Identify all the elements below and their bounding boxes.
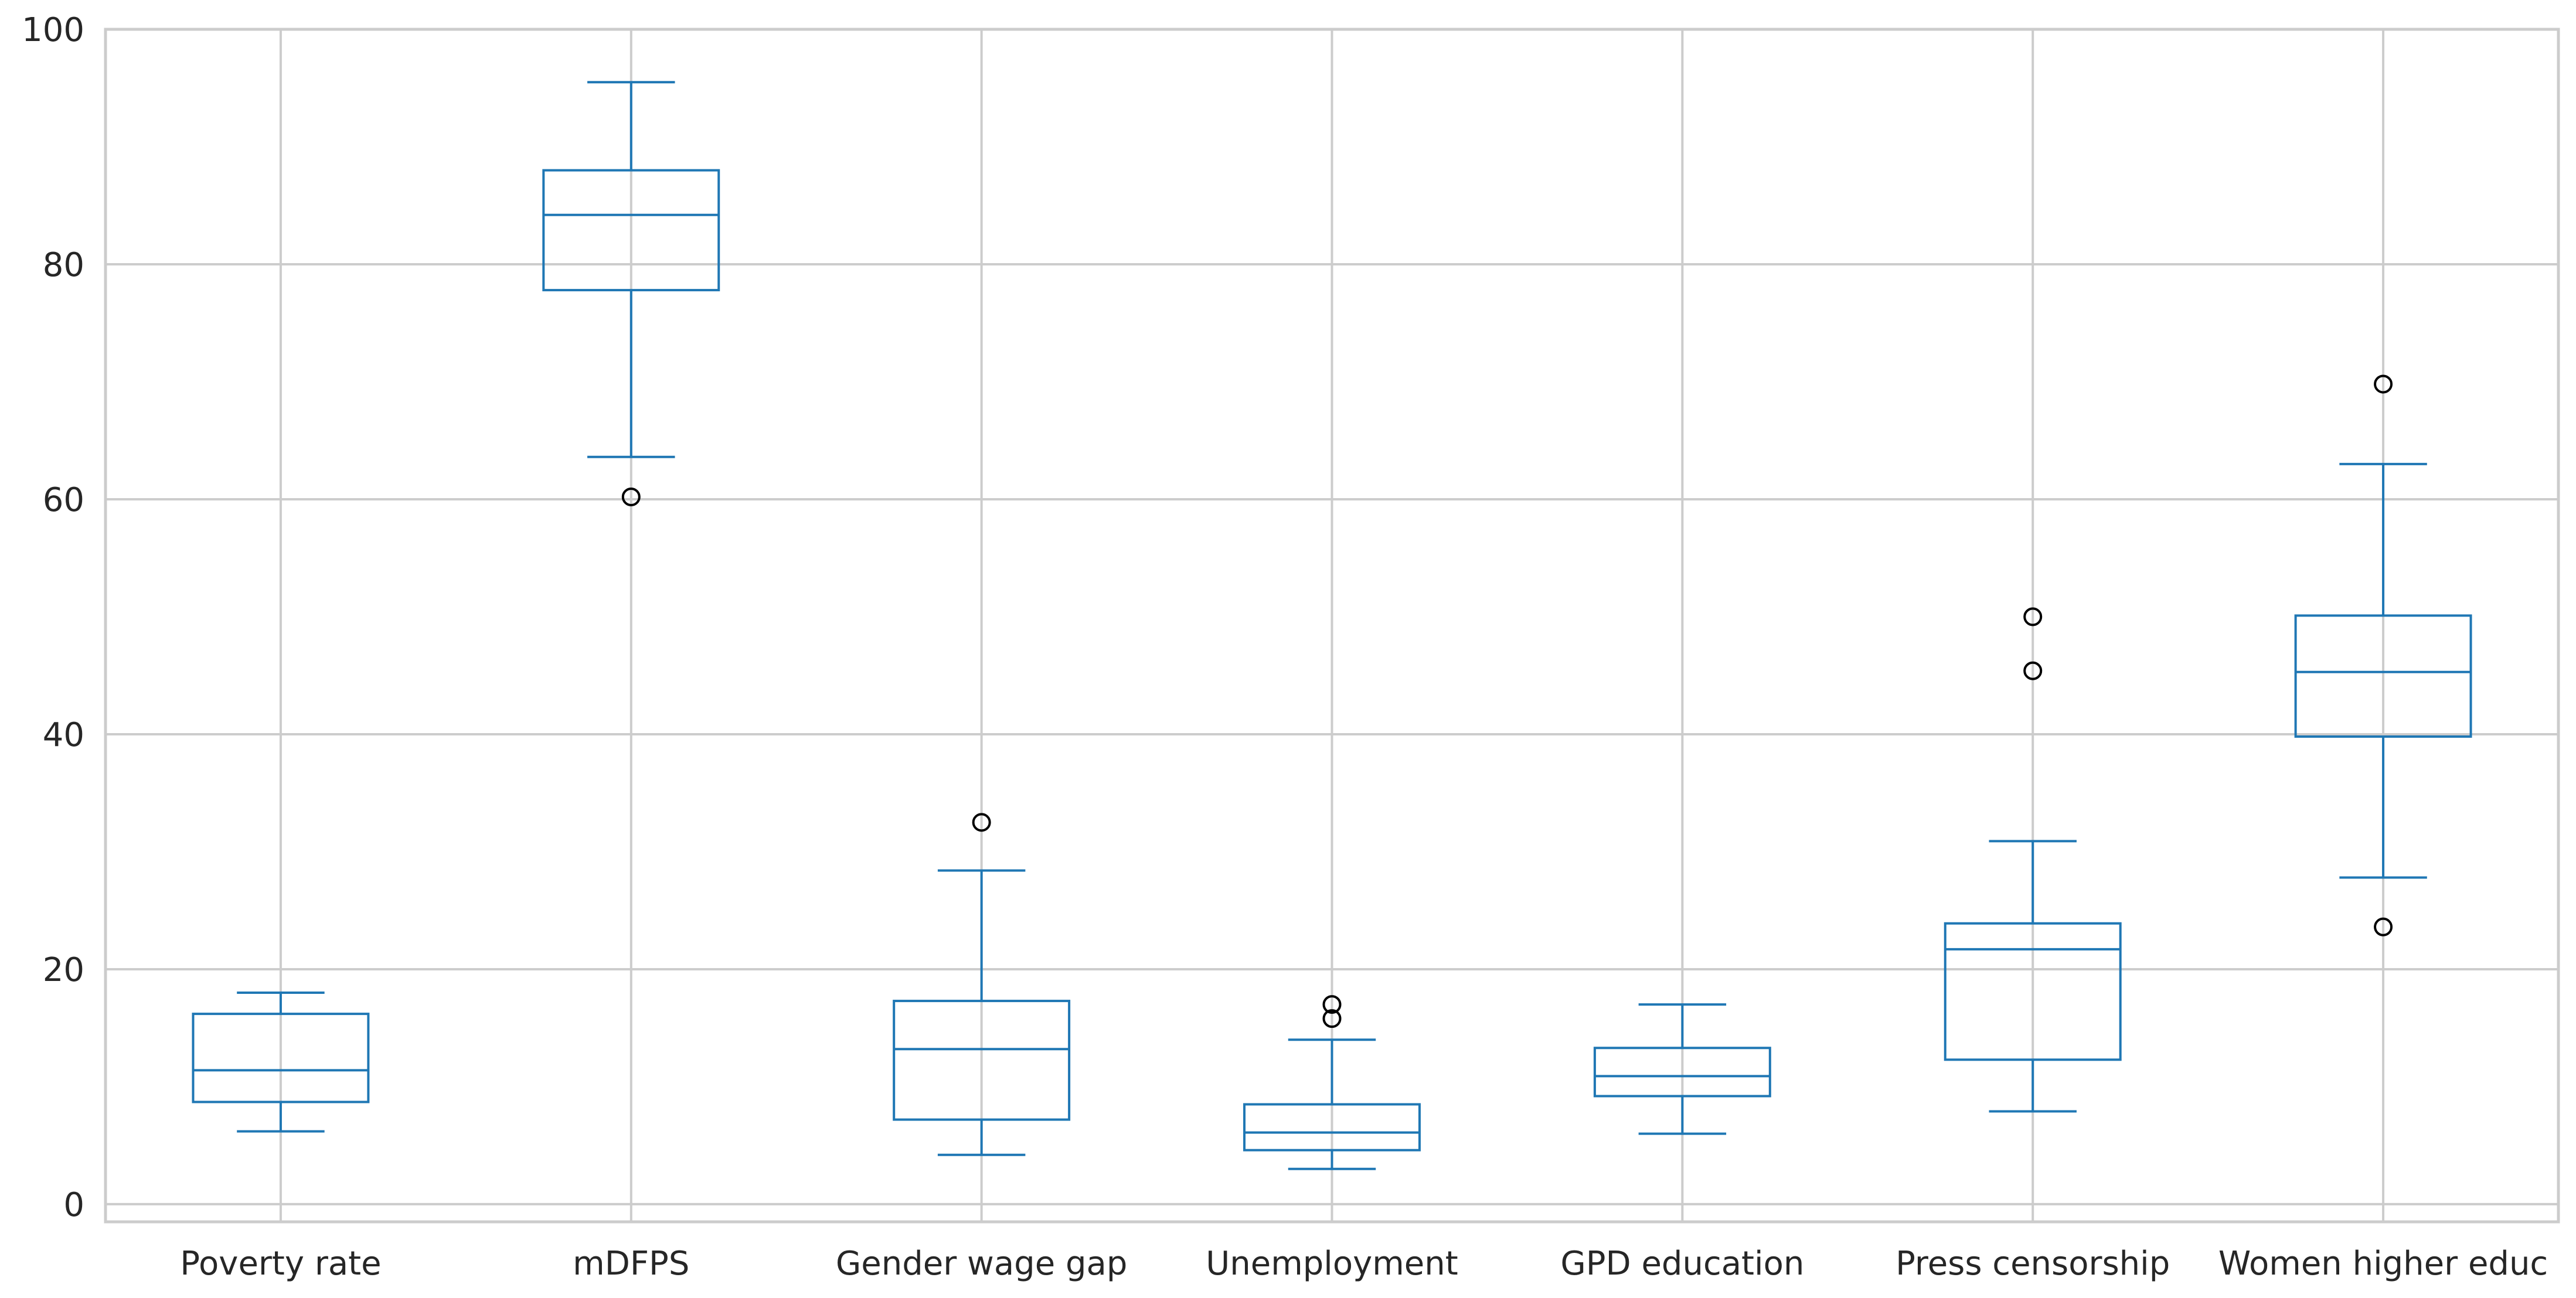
iqr-box xyxy=(1593,1047,1771,1098)
outlier-point xyxy=(2023,607,2043,626)
y-tick-label: 40 xyxy=(43,716,84,754)
outlier-point xyxy=(1322,995,1342,1014)
y-tick-label: 0 xyxy=(63,1186,84,1224)
y-tick-label: 100 xyxy=(22,11,84,49)
outlier-point xyxy=(2374,374,2393,394)
box-4 xyxy=(1593,1003,1771,1135)
box-6 xyxy=(2294,374,2472,936)
outlier-point xyxy=(1322,1009,1342,1028)
iqr-box xyxy=(542,169,720,292)
outlier-point xyxy=(2374,917,2393,936)
outlier-point xyxy=(972,813,991,832)
x-axis-ticks: Poverty rate mDFPS Gender wage gap Unemploy… xyxy=(180,1245,2548,1283)
outlier-point xyxy=(2023,661,2043,680)
iqr-box xyxy=(1944,922,2122,1061)
x-tick-label: Unemployment xyxy=(1206,1245,1458,1283)
box-5 xyxy=(1944,607,2122,1113)
y-axis-ticks: 0 20 40 60 80 100 xyxy=(22,11,84,1224)
y-tick-label: 60 xyxy=(43,481,84,519)
x-tick-label: mDFPS xyxy=(573,1245,689,1283)
iqr-box xyxy=(893,1000,1071,1121)
y-tick-label: 20 xyxy=(43,951,84,989)
x-tick-label: Gender wage gap xyxy=(836,1245,1128,1283)
box-3 xyxy=(1243,995,1421,1170)
box-0 xyxy=(192,992,370,1133)
x-tick-label: GPD education xyxy=(1560,1245,1804,1283)
iqr-box xyxy=(2294,614,2472,738)
y-tick-label: 80 xyxy=(43,246,84,284)
box-2 xyxy=(893,813,1071,1156)
plot-frame xyxy=(104,28,2560,1224)
x-tick-label: Press censorship xyxy=(1896,1245,2170,1283)
iqr-box xyxy=(192,1013,370,1103)
iqr-box xyxy=(1243,1103,1421,1151)
x-tick-label: Poverty rate xyxy=(180,1245,381,1283)
x-tick-label: Women higher educ xyxy=(2218,1245,2548,1283)
box-1 xyxy=(542,81,720,506)
boxes xyxy=(192,81,2472,1170)
outlier-point xyxy=(621,487,641,506)
